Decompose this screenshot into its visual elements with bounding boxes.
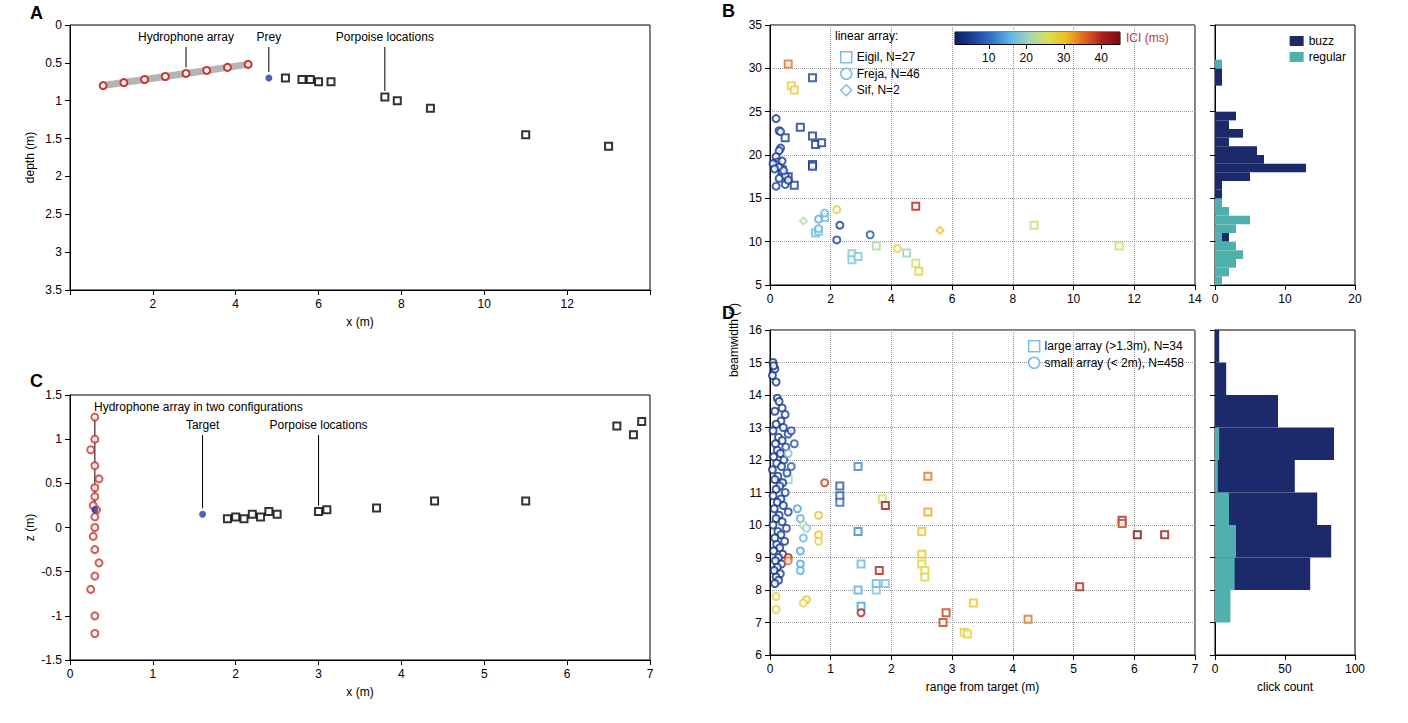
svg-text:12: 12 [1128,292,1142,306]
svg-text:6: 6 [1131,662,1138,676]
svg-text:10: 10 [478,297,492,311]
svg-text:large array (>1.3m), N=34: large array (>1.3m), N=34 [1045,339,1183,353]
svg-text:1: 1 [827,662,834,676]
svg-text:3: 3 [315,667,322,681]
svg-text:ICI (ms): ICI (ms) [1126,31,1169,45]
svg-text:x (m): x (m) [346,315,373,329]
svg-text:40: 40 [1095,51,1109,65]
svg-text:x (m): x (m) [346,685,373,699]
svg-text:depth (m): depth (m) [23,132,37,183]
svg-text:z (m): z (m) [23,514,37,541]
svg-text:beamwidth (°): beamwidth (°) [727,303,741,377]
svg-text:30: 30 [1057,51,1071,65]
svg-text:2: 2 [827,292,834,306]
svg-text:B: B [722,1,735,21]
svg-text:1.5: 1.5 [45,388,62,402]
svg-text:20: 20 [1020,51,1034,65]
svg-text:range from target (m): range from target (m) [926,680,1039,694]
svg-text:25: 25 [749,105,763,119]
svg-text:Sif, N=2: Sif, N=2 [857,83,900,97]
svg-text:20: 20 [749,148,763,162]
svg-text:16: 16 [749,323,763,337]
svg-text:small array (< 2m), N=458: small array (< 2m), N=458 [1045,356,1185,370]
svg-text:14: 14 [749,388,763,402]
svg-text:click count: click count [1257,680,1314,694]
svg-text:1: 1 [55,432,62,446]
svg-text:Target: Target [186,418,220,432]
svg-text:-0.5: -0.5 [41,565,62,579]
svg-text:13: 13 [749,421,763,435]
svg-text:4: 4 [398,667,405,681]
svg-text:2: 2 [232,667,239,681]
svg-text:3.5: 3.5 [45,283,62,297]
svg-text:Hydrophone array in two config: Hydrophone array in two configurations [94,400,303,414]
svg-text:0: 0 [55,521,62,535]
svg-text:0: 0 [1212,292,1219,306]
svg-text:linear array:: linear array: [835,29,898,43]
svg-text:2.5: 2.5 [45,207,62,221]
svg-text:10: 10 [982,51,996,65]
svg-text:7: 7 [647,667,654,681]
svg-text:5: 5 [481,667,488,681]
svg-text:7: 7 [1192,662,1199,676]
svg-text:0: 0 [55,18,62,32]
svg-text:Eigil, N=27: Eigil, N=27 [857,50,916,64]
svg-text:9: 9 [755,551,762,565]
svg-text:7: 7 [755,616,762,630]
svg-text:1.5: 1.5 [45,132,62,146]
svg-text:4: 4 [888,292,895,306]
svg-text:15: 15 [749,356,763,370]
svg-text:4: 4 [1010,662,1017,676]
svg-text:6: 6 [315,297,322,311]
svg-text:6: 6 [755,648,762,662]
svg-text:A: A [30,3,43,23]
svg-text:30: 30 [749,61,763,75]
svg-text:3: 3 [949,662,956,676]
svg-text:10: 10 [749,235,763,249]
svg-text:0: 0 [67,667,74,681]
svg-text:8: 8 [398,297,405,311]
svg-text:10: 10 [749,518,763,532]
svg-text:C: C [30,371,43,391]
svg-text:Freja, N=46: Freja, N=46 [857,67,920,81]
svg-text:15: 15 [749,191,763,205]
svg-text:11: 11 [750,486,763,500]
svg-text:2: 2 [55,169,62,183]
svg-text:1: 1 [150,667,157,681]
svg-text:Hydrophone array: Hydrophone array [138,30,234,44]
svg-text:5: 5 [755,278,762,292]
svg-text:Porpoise locations: Porpoise locations [336,30,434,44]
svg-text:12: 12 [749,453,763,467]
svg-text:0: 0 [767,662,774,676]
svg-text:Prey: Prey [257,30,282,44]
svg-text:100: 100 [1345,662,1365,676]
svg-text:4: 4 [232,297,239,311]
svg-text:3: 3 [55,245,62,259]
svg-text:10: 10 [1278,292,1292,306]
svg-text:-1: -1 [51,609,62,623]
svg-text:6: 6 [949,292,956,306]
svg-text:50: 50 [1278,662,1292,676]
svg-text:12: 12 [560,297,574,311]
svg-text:8: 8 [755,583,762,597]
svg-text:0: 0 [767,292,774,306]
svg-text:5: 5 [1070,662,1077,676]
svg-text:2: 2 [150,297,157,311]
svg-text:Porpoise locations: Porpoise locations [270,418,368,432]
svg-text:1: 1 [55,94,62,108]
svg-text:2: 2 [888,662,895,676]
svg-text:0: 0 [1212,662,1219,676]
svg-text:6: 6 [564,667,571,681]
svg-text:-1.5: -1.5 [41,653,62,667]
svg-text:0.5: 0.5 [45,56,62,70]
svg-text:buzz: buzz [1309,34,1334,48]
svg-text:regular: regular [1309,50,1346,64]
svg-text:0.5: 0.5 [45,476,62,490]
svg-text:35: 35 [749,18,763,32]
svg-text:10: 10 [1067,292,1081,306]
svg-text:8: 8 [1010,292,1017,306]
svg-text:14: 14 [1188,292,1202,306]
svg-text:20: 20 [1348,292,1362,306]
